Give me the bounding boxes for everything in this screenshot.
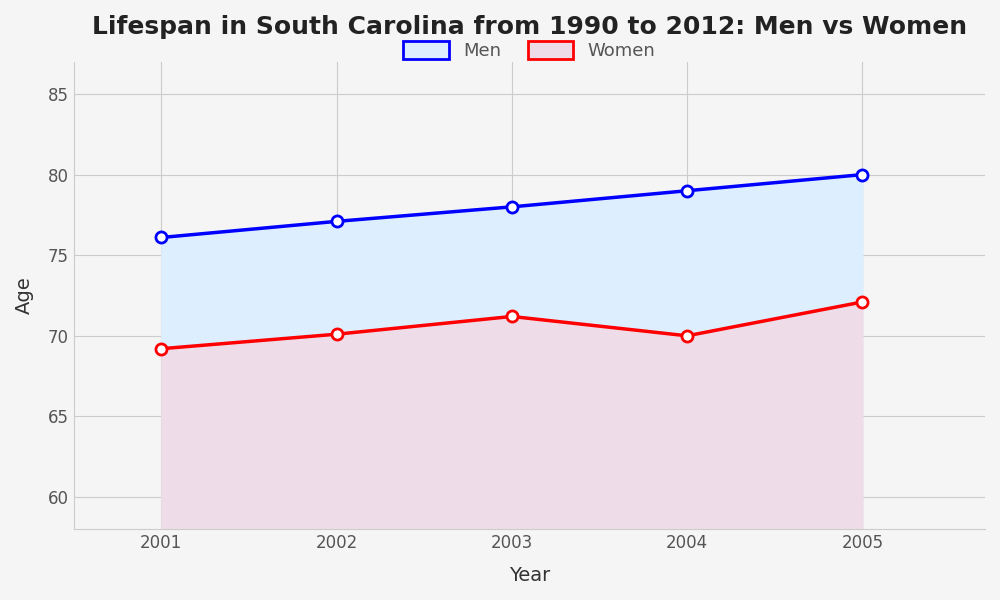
X-axis label: Year: Year — [509, 566, 550, 585]
Title: Lifespan in South Carolina from 1990 to 2012: Men vs Women: Lifespan in South Carolina from 1990 to … — [92, 15, 967, 39]
Legend: Men, Women: Men, Women — [396, 34, 663, 67]
Y-axis label: Age: Age — [15, 277, 34, 314]
